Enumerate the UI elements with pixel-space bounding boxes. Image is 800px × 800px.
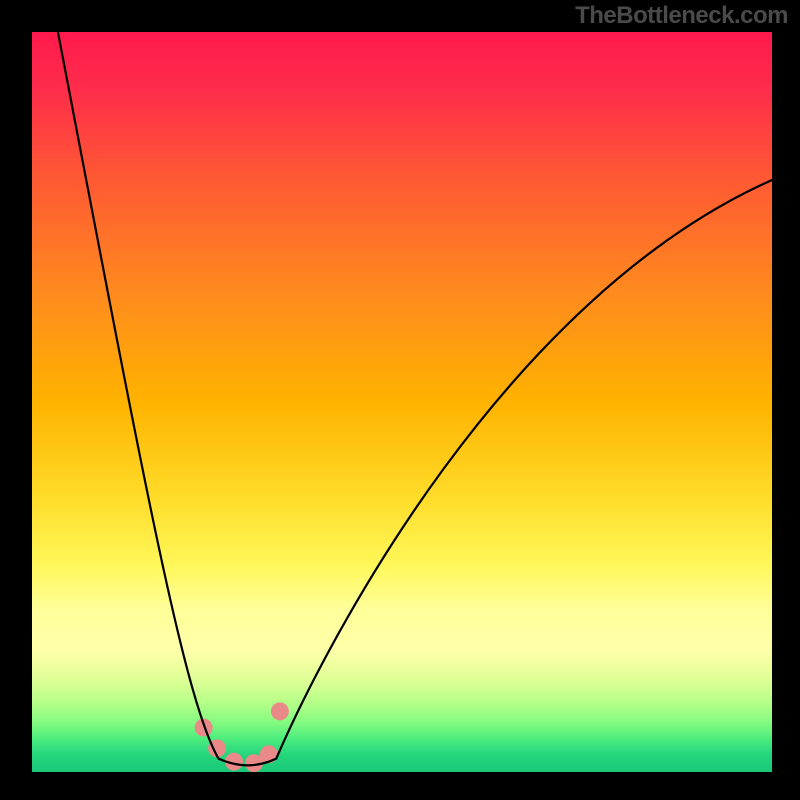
curve-overlay <box>32 32 772 772</box>
watermark-text: TheBottleneck.com <box>575 2 788 30</box>
chart-stage: TheBottleneck.com <box>0 0 800 800</box>
plot-area <box>32 32 772 772</box>
v-curve <box>58 32 772 765</box>
basin-marker <box>271 702 289 720</box>
basin-marker <box>260 745 278 763</box>
